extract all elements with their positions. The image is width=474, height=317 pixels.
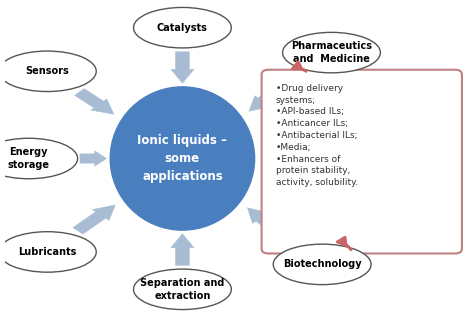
Polygon shape [171, 234, 194, 265]
Ellipse shape [110, 87, 255, 230]
Ellipse shape [134, 269, 231, 310]
Polygon shape [249, 71, 307, 111]
Ellipse shape [0, 232, 96, 272]
Text: Biotechnology: Biotechnology [283, 259, 362, 269]
Ellipse shape [134, 7, 231, 48]
Ellipse shape [283, 32, 381, 73]
Text: Lubricants: Lubricants [18, 247, 76, 257]
Text: Catalysts: Catalysts [157, 23, 208, 33]
Polygon shape [74, 88, 114, 114]
Ellipse shape [273, 244, 371, 285]
Ellipse shape [0, 51, 96, 92]
Polygon shape [247, 208, 299, 246]
Text: Energy
storage: Energy storage [8, 147, 50, 170]
FancyBboxPatch shape [262, 70, 462, 254]
Ellipse shape [0, 138, 78, 179]
Polygon shape [73, 205, 115, 234]
Text: Pharmaceutics
and  Medicine: Pharmaceutics and Medicine [291, 42, 372, 64]
Polygon shape [80, 151, 107, 166]
Text: Sensors: Sensors [26, 66, 69, 76]
Text: Separation and
extraction: Separation and extraction [140, 278, 225, 301]
Text: Ionic liquids –
some
applications: Ionic liquids – some applications [137, 134, 228, 183]
Text: •Drug delivery
systems;
•API-based ILs;
•Anticancer ILs;
•Antibacterial ILs;
•Me: •Drug delivery systems; •API-based ILs; … [275, 84, 358, 187]
Polygon shape [171, 52, 194, 83]
